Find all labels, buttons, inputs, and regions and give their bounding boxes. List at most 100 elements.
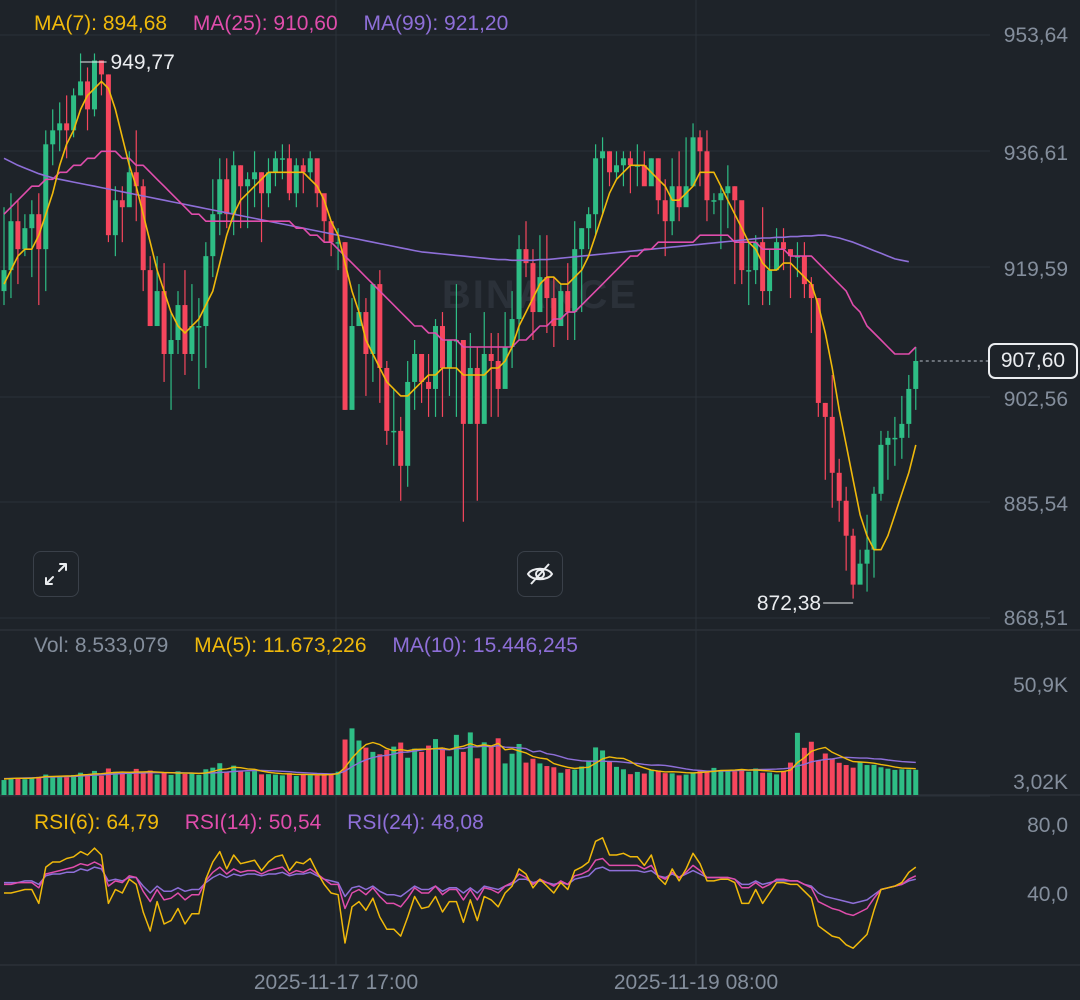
candle-body (405, 381, 411, 466)
price-axis-label: 868,51 (1004, 607, 1068, 630)
volume-bar (446, 756, 452, 795)
volume-bar (203, 769, 209, 795)
ma99-line (3, 157, 909, 263)
volume-bar (537, 763, 543, 795)
volume-bar (321, 773, 327, 795)
volume-bar (523, 762, 529, 795)
axis-labels: 953,64 936,61 919,59 902,56 885,54 868,51 50,9… (254, 24, 1068, 994)
volume-bar (126, 773, 132, 795)
volume-bar (787, 762, 793, 795)
candle-body (182, 305, 188, 354)
candle-body (801, 256, 807, 285)
current-price-tag: 907,60 (988, 343, 1078, 379)
volume-ma5-line (3, 741, 916, 780)
candle-body (746, 270, 752, 272)
volume-bar (781, 771, 787, 795)
candle-body (565, 291, 571, 313)
candle-body (767, 270, 773, 292)
candle-body (815, 298, 821, 403)
volume-bar (349, 728, 355, 795)
volume-bar (286, 773, 292, 795)
volume-bar (119, 773, 125, 795)
candle-body (753, 242, 759, 271)
candle-body (523, 249, 529, 264)
candle-body (231, 165, 237, 215)
candle-body (245, 179, 251, 187)
candle-body (488, 353, 494, 361)
volume-bar (98, 775, 104, 795)
candle-body (384, 367, 390, 431)
volume-bar (704, 772, 710, 795)
candle-body (460, 340, 466, 424)
candle-body (509, 319, 515, 348)
volume-bar (133, 768, 139, 795)
rsi24-line (4, 866, 916, 905)
volume-bar (196, 774, 202, 795)
volume-bar (565, 769, 571, 795)
candle-body (551, 298, 557, 327)
candle-body (15, 221, 21, 250)
candle-body (307, 158, 313, 173)
candle-body (57, 123, 63, 131)
candle-body (412, 353, 418, 382)
volume-bar (439, 747, 445, 795)
volume-bar (147, 770, 153, 795)
candle-body (774, 242, 780, 271)
time-axis-label: 2025-11-17 17:00 (254, 971, 418, 994)
volume-bar (878, 767, 884, 795)
volume-bar (224, 772, 230, 795)
candle-body (119, 200, 125, 208)
high-low-annotations: 949,77 872,38 (80, 51, 854, 615)
volume-bar (15, 777, 21, 795)
volume-bar (697, 769, 703, 795)
candle-body (252, 172, 258, 180)
volume-bar (217, 763, 223, 795)
candle-body (377, 284, 383, 368)
candle-body (913, 360, 919, 389)
volume-bar (794, 732, 800, 795)
volume-bar (419, 751, 425, 795)
volume-bar (272, 774, 278, 795)
candle-body (210, 214, 216, 257)
volume-bar (572, 769, 578, 795)
expand-button[interactable] (33, 551, 79, 597)
price-axis-label: 885,54 (1004, 493, 1069, 516)
candle-body (607, 151, 613, 173)
price-axis-label: 936,61 (1004, 142, 1068, 165)
candle-body (175, 305, 181, 341)
candle-body (64, 123, 70, 131)
candle-body (259, 172, 265, 194)
hide-indicators-button[interactable] (517, 551, 563, 597)
volume-bar (377, 754, 383, 795)
volume-bar (899, 769, 905, 795)
candle-body (871, 493, 877, 550)
candle-body (356, 312, 362, 327)
volume-bar (871, 764, 877, 795)
volume-bar (864, 765, 870, 795)
ma99-legend: MA(99): 921,20 (363, 12, 509, 35)
candle-body (481, 353, 487, 424)
volume-bar (516, 743, 522, 795)
volume-bar (105, 768, 111, 795)
volume-bar (57, 776, 63, 795)
volume-bar (467, 732, 473, 795)
volume-bar (613, 766, 619, 795)
volume-bar (175, 771, 181, 795)
candle-body (224, 179, 230, 215)
candle-body (112, 200, 118, 236)
candle-body (732, 186, 738, 201)
candle-body (572, 249, 578, 313)
volume-bar (279, 775, 285, 795)
candle-body (537, 277, 543, 313)
volume-bar (1, 780, 7, 795)
volume-bar (885, 768, 891, 795)
candle-body (878, 444, 884, 494)
candle-body (321, 193, 327, 222)
candle-body (850, 535, 856, 585)
candle-body (760, 242, 766, 292)
candle-body (426, 381, 432, 389)
volume-bar (808, 741, 814, 795)
candle-body (586, 214, 592, 229)
volume-axis-label: 3,02K (1013, 771, 1068, 794)
